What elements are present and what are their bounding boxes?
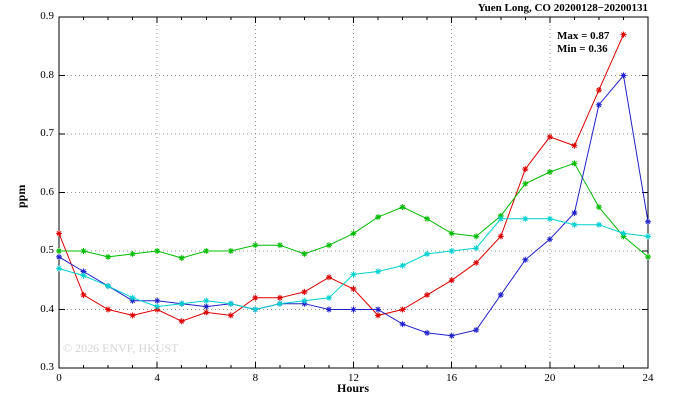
y-tick-label: 0.8 xyxy=(40,68,54,81)
x-tick-label: 20 xyxy=(544,372,556,384)
x-tick-label: 4 xyxy=(154,372,160,384)
series-green xyxy=(56,160,651,261)
y-tick-label: 0.4 xyxy=(40,302,54,315)
y-tick-label: 0.6 xyxy=(40,185,54,198)
series-cyan xyxy=(56,215,651,313)
x-tick-label: 0 xyxy=(56,372,62,384)
series-red xyxy=(56,31,627,325)
y-tick-label: 0.3 xyxy=(40,361,54,373)
y-tick-label: 0.7 xyxy=(40,127,54,139)
max-annotation: Max = 0.87 xyxy=(557,30,610,42)
x-axis-label: Hours xyxy=(336,381,369,395)
max-min-annotation: Max = 0.87 Min = 0.36 xyxy=(557,30,609,56)
x-tick-label: 12 xyxy=(348,372,359,384)
x-tick-label: 8 xyxy=(252,372,259,384)
min-annotation: Min = 0.36 xyxy=(557,43,608,55)
watermark: © 2026 ENVF, HKUST xyxy=(63,341,179,355)
y-tick-label: 0.5 xyxy=(40,244,54,256)
y-tick-label: 0.9 xyxy=(40,10,54,22)
chart-title: Yuen Long, CO 20200128−20200131 xyxy=(477,2,648,14)
x-tick-label: 24 xyxy=(642,372,654,384)
x-tick-label: 16 xyxy=(446,372,458,384)
